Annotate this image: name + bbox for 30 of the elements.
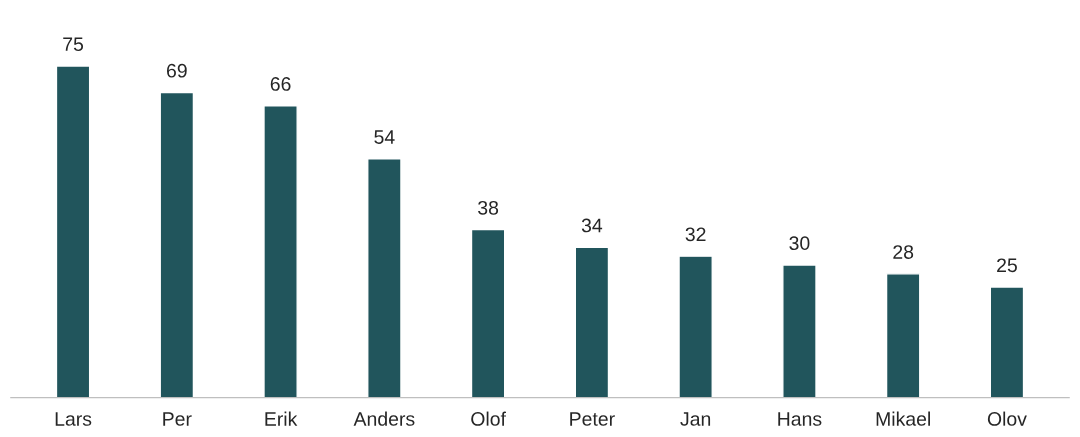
bar <box>885 273 921 398</box>
data-label: 32 <box>685 227 706 242</box>
data-label: 75 <box>63 37 84 52</box>
data-label: 25 <box>997 258 1017 273</box>
bar <box>159 91 195 398</box>
data-label: 54 <box>374 130 395 144</box>
bar <box>678 255 713 398</box>
bar <box>782 264 817 398</box>
data-label: 66 <box>270 77 291 91</box>
bar <box>55 65 91 398</box>
bar <box>574 246 610 398</box>
x-tick-label: Jan <box>680 412 711 426</box>
bar <box>470 228 506 398</box>
x-tick-label: Lars <box>55 412 92 426</box>
bar <box>367 158 402 398</box>
x-tick-label: Mikael <box>876 411 930 426</box>
x-tick-label: Erik <box>265 411 298 426</box>
data-label: 28 <box>893 245 914 259</box>
x-tick-label: Peter <box>570 412 615 426</box>
bar <box>263 105 298 398</box>
data-label: 38 <box>478 200 499 215</box>
data-label: 69 <box>167 63 187 78</box>
data-label: 30 <box>789 236 810 251</box>
x-tick-label: Hans <box>778 412 822 426</box>
data-label: 34 <box>581 218 603 233</box>
x-tick-label: Per <box>163 412 192 426</box>
x-tick-label: Olov <box>987 411 1027 426</box>
bar <box>989 286 1025 398</box>
x-tick-label: Olof <box>471 411 506 426</box>
x-tick-label: Anders <box>353 411 415 426</box>
